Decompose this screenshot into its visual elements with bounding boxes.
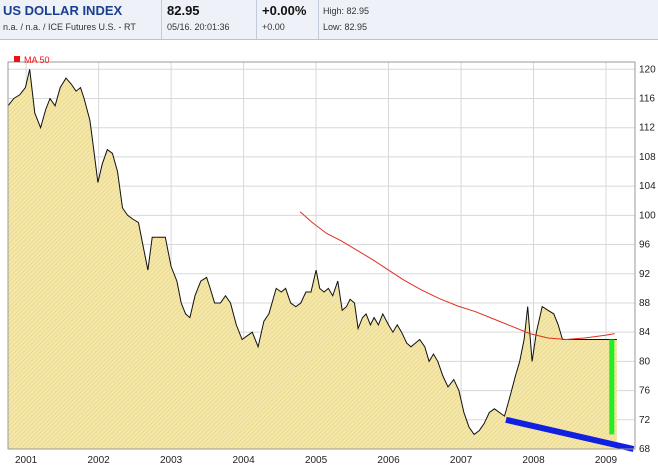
y-tick-label: 100 (639, 210, 656, 221)
quote-header: US DOLLAR INDEX n.a. / n.a. / ICE Future… (0, 0, 658, 40)
y-tick-label: 116 (639, 94, 655, 105)
change-percent: +0.00% (262, 3, 307, 18)
ma-legend-label: MA 50 (24, 55, 50, 65)
y-tick-label: 76 (639, 386, 651, 397)
x-tick-label: 2001 (15, 455, 38, 466)
x-tick-label: 2002 (87, 455, 110, 466)
x-tick-label: 2008 (522, 455, 545, 466)
low-value: Low: 82.95 (323, 22, 368, 32)
high-value: High: 82.95 (323, 6, 370, 16)
ma50-line (299, 211, 615, 341)
instrument-source: n.a. / n.a. / ICE Futures U.S. - RT (3, 22, 136, 32)
plot-border (7, 61, 636, 450)
y-tick-label: 72 (639, 415, 651, 426)
y-tick-label: 88 (639, 298, 651, 309)
y-tick-label: 112 (639, 123, 655, 134)
price-chart: 68 72 76 80 84 88 92 96 100 104 108 112 116 120 2001 20… (7, 55, 656, 466)
x-tick-label: 2003 (160, 455, 183, 466)
y-tick-label: 96 (639, 240, 651, 251)
change-absolute: +0.00 (262, 22, 285, 32)
price-line (7, 69, 617, 436)
ma-legend-swatch (14, 56, 20, 62)
x-tick-label: 2006 (377, 455, 400, 466)
change-cell: +0.00% +0.00 (257, 0, 319, 39)
x-tick-label: 2007 (450, 455, 473, 466)
y-tick-label: 68 (639, 444, 651, 455)
x-tick-label: 2004 (232, 455, 255, 466)
price-area (8, 69, 617, 450)
instrument-cell: US DOLLAR INDEX n.a. / n.a. / ICE Future… (0, 0, 162, 39)
support-trendline (505, 416, 635, 452)
quote-datetime: 05/16. 20:01:36 (167, 22, 230, 32)
y-tick-label: 92 (639, 269, 651, 280)
x-tick-label: 2009 (595, 455, 618, 466)
instrument-title: US DOLLAR INDEX (3, 3, 123, 18)
price-cell: 82.95 05/16. 20:01:36 (162, 0, 257, 39)
last-price: 82.95 (167, 3, 200, 18)
y-tick-label: 108 (639, 152, 656, 163)
y-tick-label: 120 (639, 64, 656, 75)
y-tick-label: 84 (639, 327, 651, 338)
range-cell: High: 82.95 Low: 82.95 (319, 0, 399, 39)
x-tick-label: 2005 (305, 455, 328, 466)
y-tick-label: 104 (639, 181, 656, 192)
y-tick-label: 80 (639, 356, 651, 367)
